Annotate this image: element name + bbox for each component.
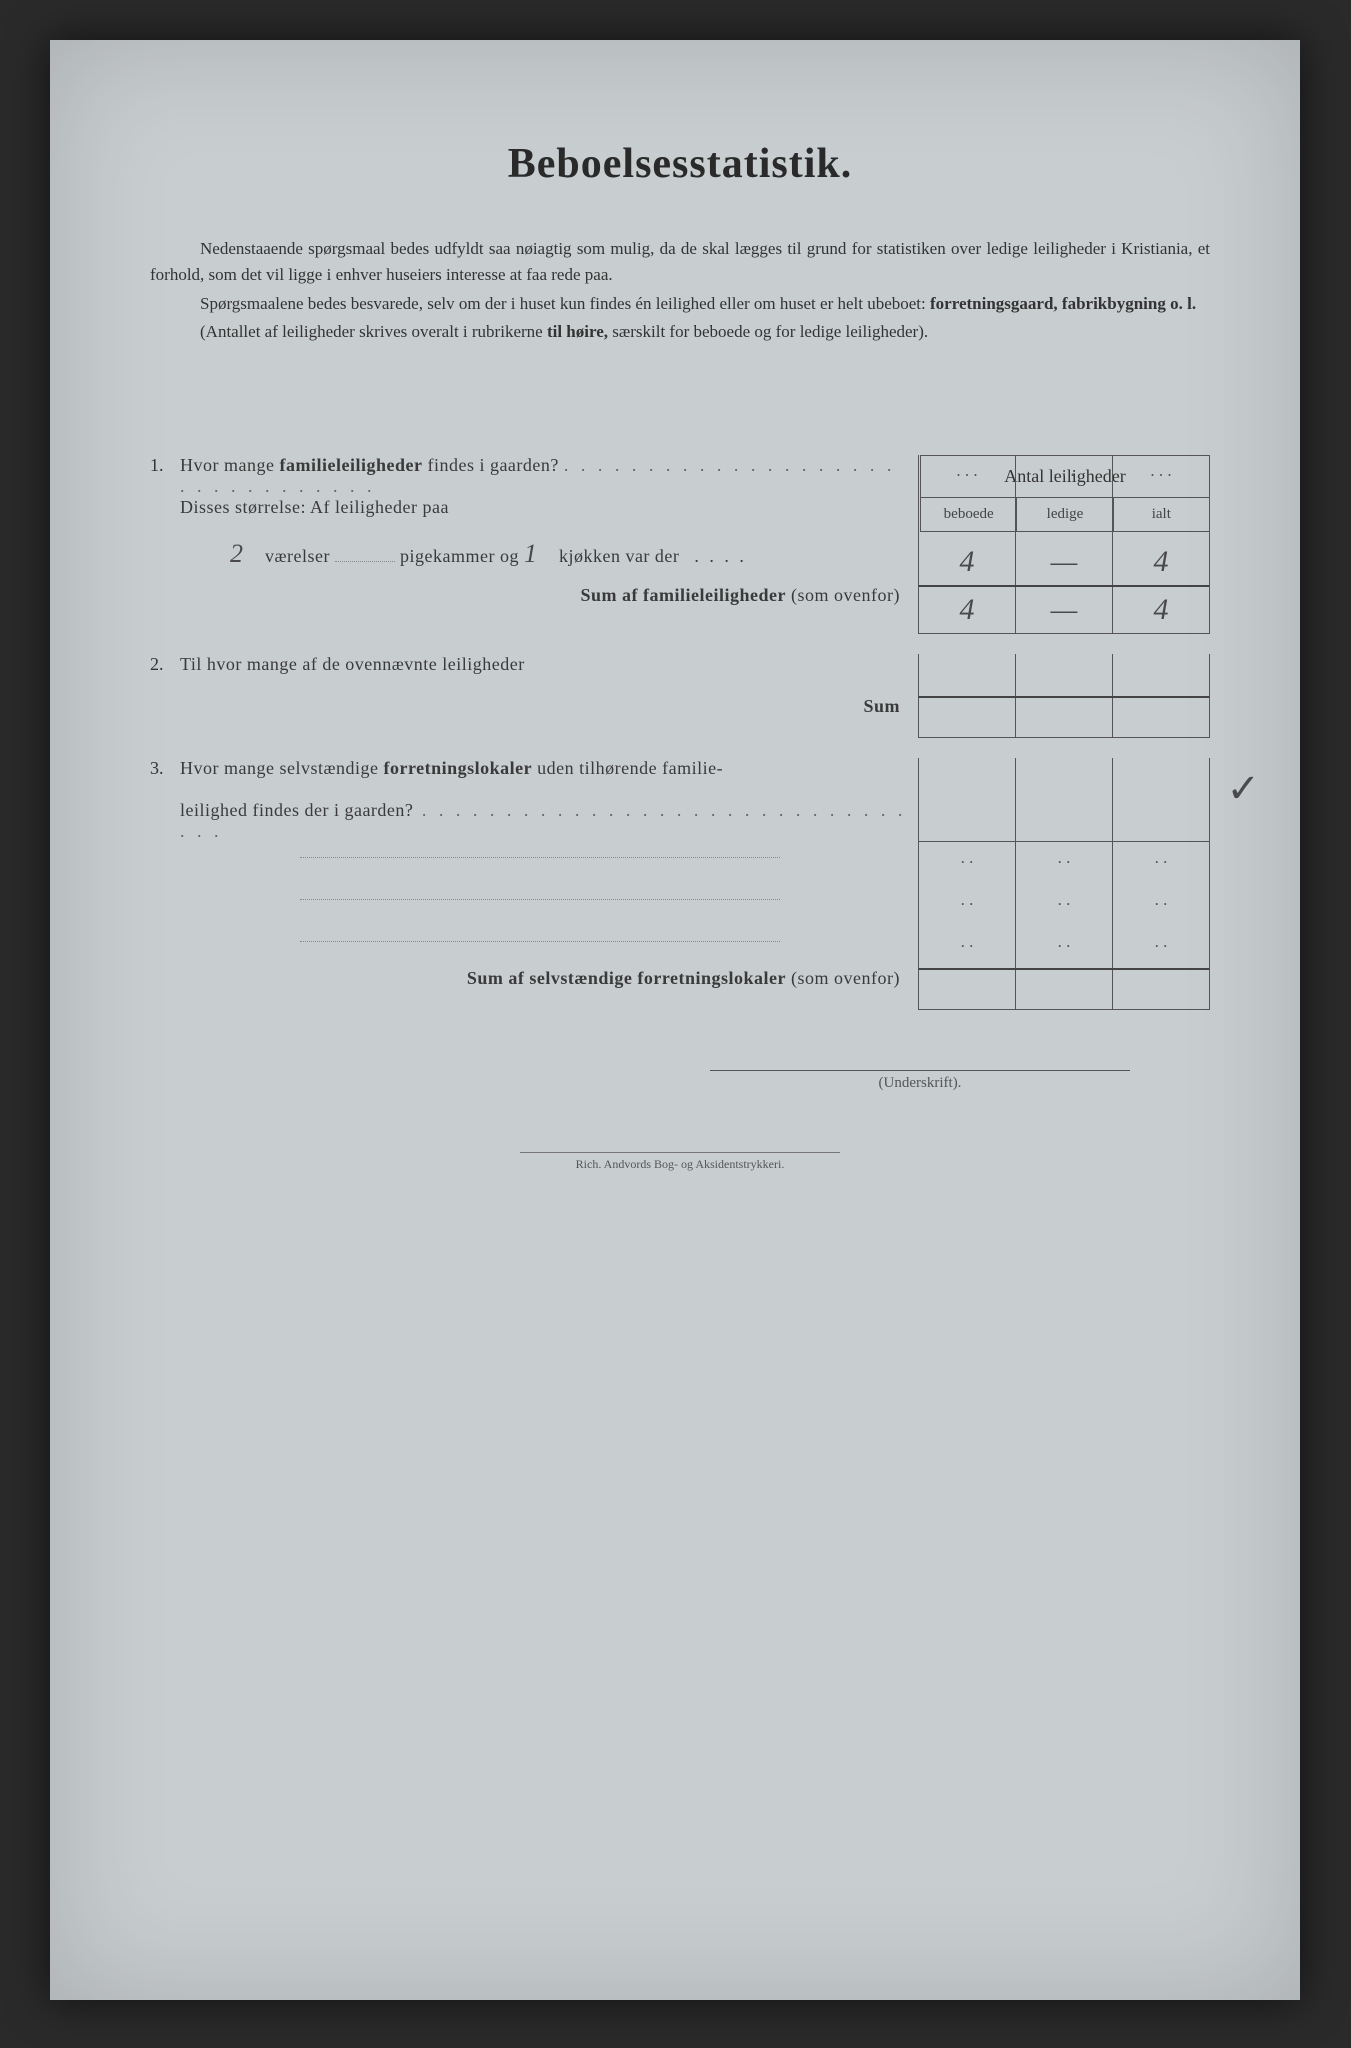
intro-p1: Nedenstaaende spørgsmaal bedes udfyldt s… [150, 236, 1210, 289]
q3-sum-cells [918, 968, 1210, 1010]
q3-number: 3. [150, 758, 180, 779]
q1-cells: . . .. . .. . . [918, 455, 1210, 497]
intro-p3b: til høire, [547, 322, 608, 341]
q3-sum-row: Sum af selvstændige forretningslokaler (… [150, 968, 1210, 1010]
intro-p2: Spørgsmaalene bedes besvarede, selv om d… [150, 291, 1210, 317]
q1-sum-label: Sum af familieleiligheder (som ovenfor) [180, 585, 918, 606]
q2-text: Til hvor mange af de ovennævnte leilighe… [180, 654, 918, 675]
q1-sum-row: Sum af familieleiligheder (som ovenfor) … [150, 585, 1210, 634]
q2-line1: 2. Til hvor mange af de ovennævnte leili… [150, 654, 1210, 696]
q1-line1: 1. Hvor mange familieleiligheder findes … [150, 455, 1210, 497]
q3-line2: leilighed findes der i gaarden? [150, 800, 1210, 842]
q2-sum-cells [918, 696, 1210, 738]
q1-sum-cells: 4 — 4 [918, 585, 1210, 634]
intro-p3c: særskilt for beboede og for ledige leili… [608, 322, 928, 341]
intro-p2a: Spørgsmaalene bedes besvarede, selv om d… [200, 294, 930, 313]
q3-blank1: . .. .. . [150, 842, 1210, 884]
q2-sum-label: Sum [180, 696, 918, 717]
signature-area: (Underskrift). [150, 1070, 1210, 1092]
q3-line1: 3. Hvor mange selvstændige forretningslo… [150, 758, 1210, 800]
q1-text: Hvor mange familieleiligheder findes i g… [180, 455, 918, 497]
intro-p3: (Antallet af leiligheder skrives overalt… [150, 319, 1210, 345]
q2-number: 2. [150, 654, 180, 675]
printer-line: Rich. Andvords Bog- og Aksidentstrykkeri… [520, 1152, 840, 1172]
intro-p3a: (Antallet af leiligheder skrives overalt… [200, 322, 547, 341]
q1-room-line: 2 værelser pigekammer og 1 kjøkken var d… [150, 539, 1210, 585]
q1-size-label: Disses størrelse: Af leiligheder paa [180, 497, 918, 518]
q1-room-text: 2 værelser pigekammer og 1 kjøkken var d… [180, 539, 918, 569]
q3-text2: leilighed findes der i gaarden? [180, 800, 918, 842]
q3-blank3: . .. .. . [150, 926, 1210, 968]
page-title: Beboelsesstatistik. [150, 140, 1210, 188]
q1-number: 1. [150, 455, 180, 476]
document-page: Beboelsesstatistik. Nedenstaaende spørgs… [50, 40, 1300, 2000]
form-table: Antal leiligheder beboede ledige ialt ✓ … [150, 455, 1210, 1010]
q3-blank2: . .. .. . [150, 884, 1210, 926]
signature-label: (Underskrift). [710, 1070, 1130, 1092]
q3-sum-label: Sum af selvstændige forretningslokaler (… [180, 968, 918, 989]
form-body: 1. Hvor mange familieleiligheder findes … [150, 455, 1210, 1010]
intro-text: Nedenstaaende spørgsmaal bedes udfyldt s… [150, 236, 1210, 345]
q2-sum-row: Sum [150, 696, 1210, 738]
q3-text1: Hvor mange selvstændige forretningslokal… [180, 758, 918, 779]
q1-line2: Disses størrelse: Af leiligheder paa [150, 497, 1210, 539]
q1-room-cells: 4 — 4 [918, 539, 1210, 585]
hw-rooms: 2 [230, 539, 260, 569]
intro-p2b: forretningsgaard, fabrikbygning o. l. [930, 294, 1196, 313]
hw-kitchen: 1 [524, 539, 554, 569]
checkmark-annotation: ✓ [1226, 765, 1260, 812]
